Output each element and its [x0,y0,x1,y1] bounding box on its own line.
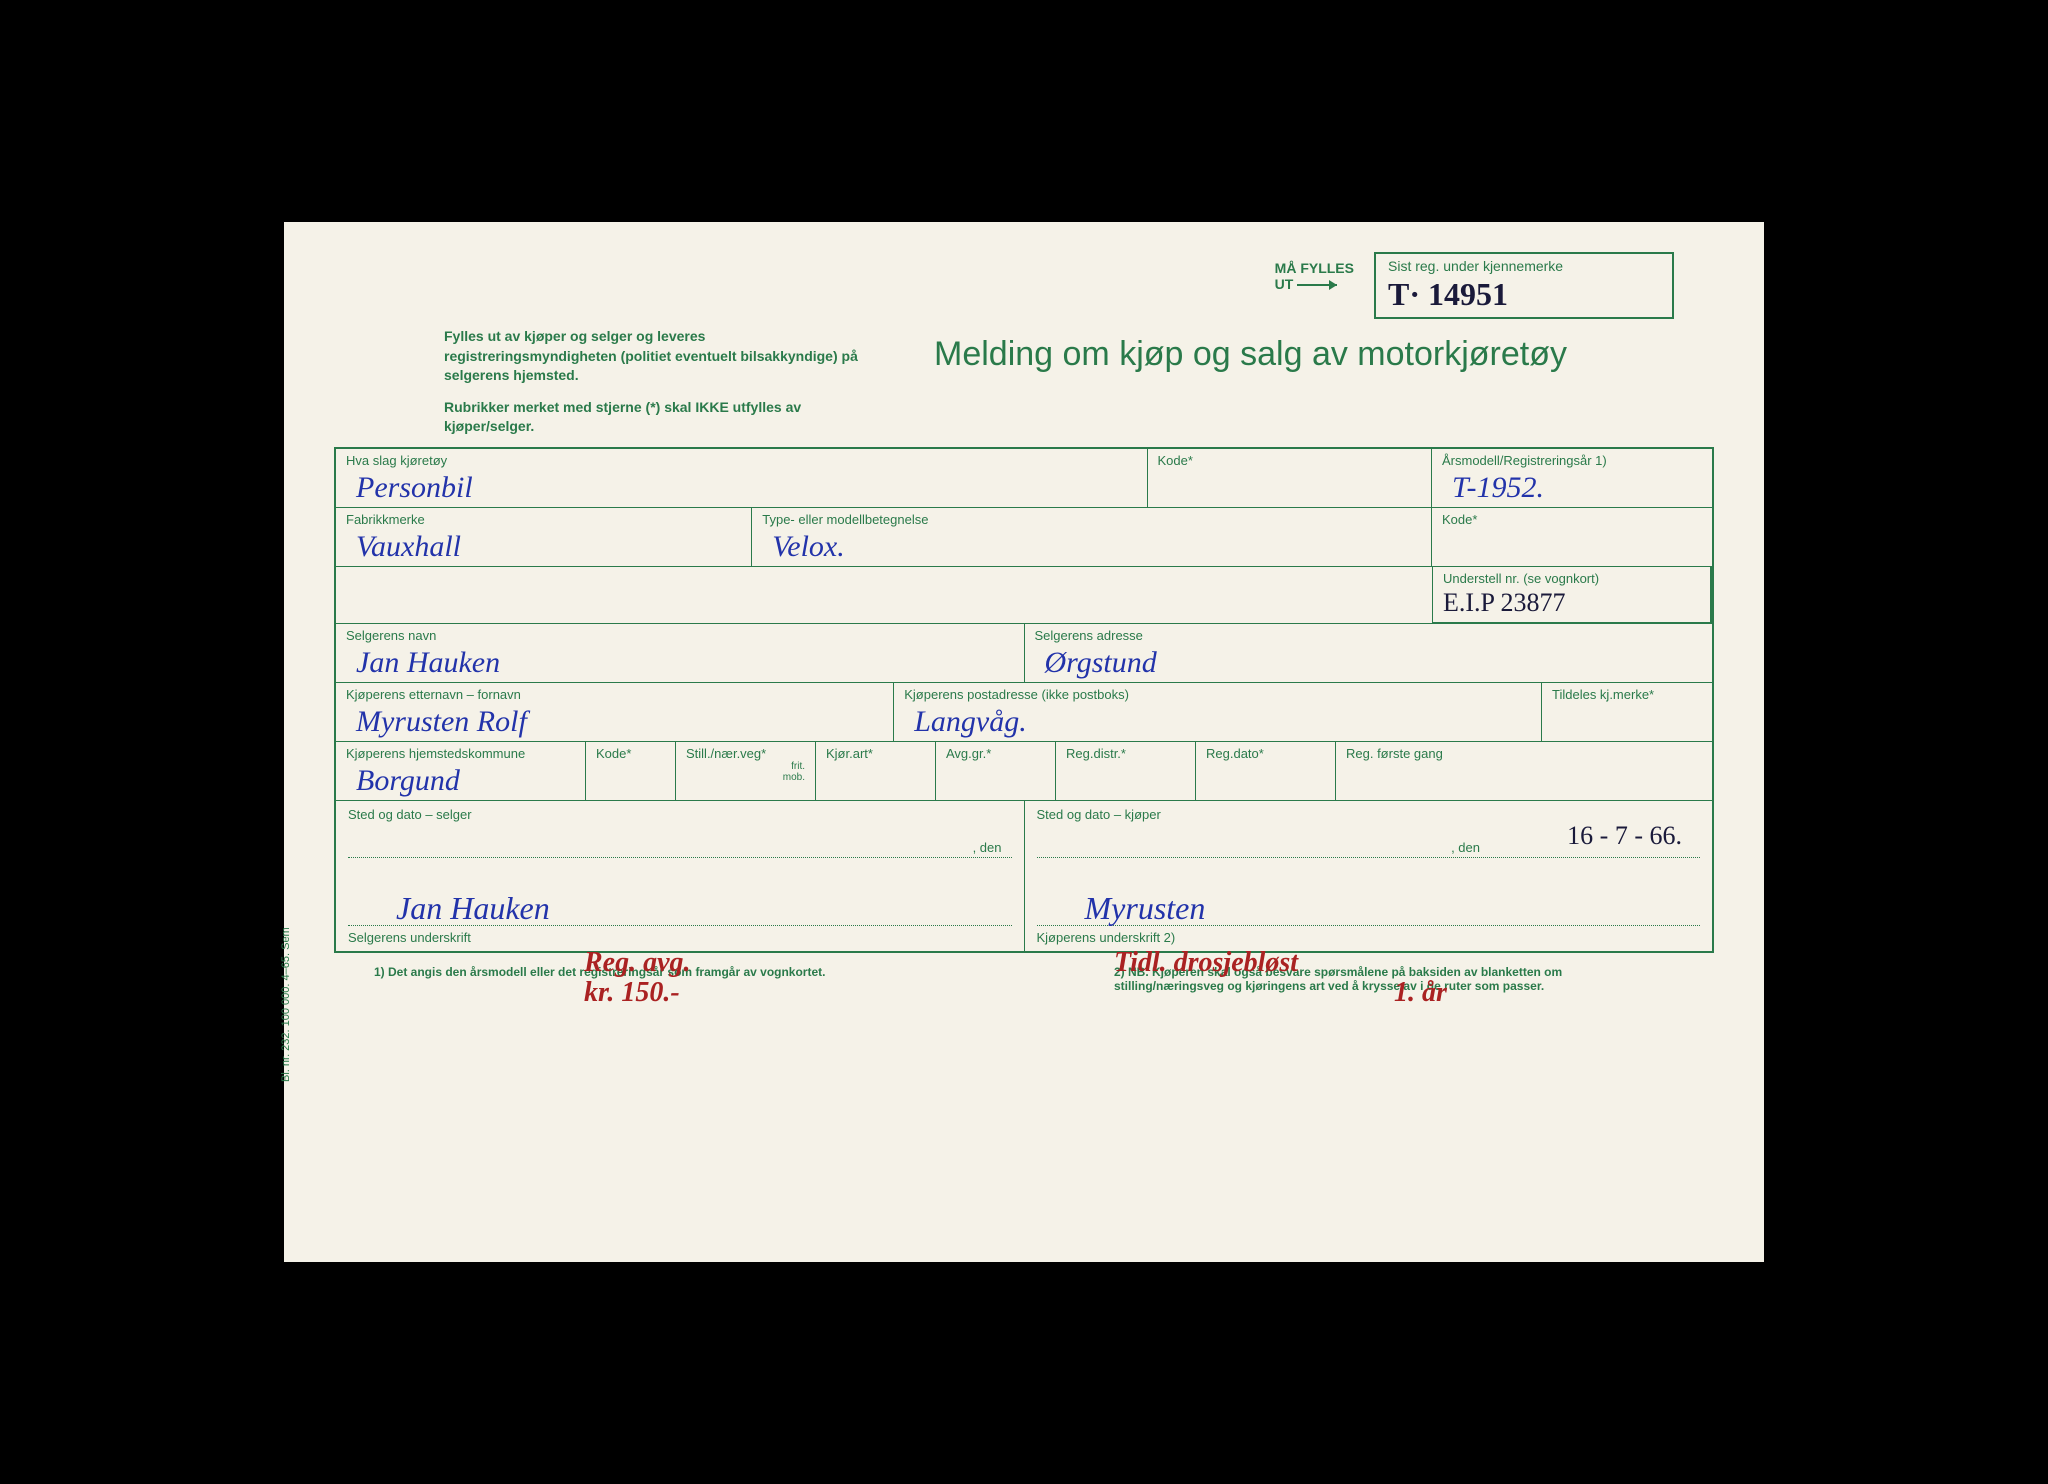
regbox-value: T· 14951 [1388,276,1508,312]
value-seller-addr: Ørgstund [1045,646,1157,680]
cell-year: Årsmodell/Registreringsår 1) T-1952. [1432,449,1712,507]
label-regdistr: Reg.distr.* [1066,746,1185,761]
value-model: Velox. [772,530,844,564]
row-dates: Sted og dato – selger , den Sted og dato… [336,801,1712,881]
label-kode3: Kode* [596,746,665,761]
cell-regdato: Reg.dato* [1196,742,1336,800]
label-chassis: Understell nr. (se vognkort) [1443,571,1700,586]
form-table: Hva slag kjøretøy Personbil Kode* Årsmod… [334,447,1714,953]
cell-regdistr: Reg.distr.* [1056,742,1196,800]
cell-kjorart: Kjør.art* [816,742,936,800]
ma-fylles-text: MÅ FYLLES [1275,260,1354,276]
label-buyer-sig: Kjøperens underskrift 2) [1037,930,1701,945]
row-signatures: Jan Hauken Selgerens underskrift Myruste… [336,881,1712,951]
cell-model: Type- eller modellbetegnelse Velox. [752,508,1432,566]
label-year: Årsmodell/Registreringsår 1) [1442,453,1702,468]
cell-buyer-addr: Kjøperens postadresse (ikke postboks) La… [894,683,1542,741]
cell-buyer-date: Sted og dato – kjøper 16 - 7 - 66. , den [1025,801,1713,881]
value-chassis: E.I.P 23877 [1443,588,1566,618]
instruction-1: Fylles ut av kjøper og selger og leveres… [444,327,874,386]
label-frit: frit. [686,761,805,772]
row-buyer: Kjøperens etternavn – fornavn Myrusten R… [336,683,1712,742]
label-avggr: Avg.gr.* [946,746,1045,761]
label-kjorart: Kjør.art* [826,746,925,761]
regbox-label: Sist reg. under kjennemerke [1388,258,1563,274]
side-print-info: Bl. nr. 232. 100 000. 4–65. Sem [280,927,292,1082]
cell-make: Fabrikkmerke Vauxhall [336,508,752,566]
cell-buyer-sig: Myrusten Kjøperens underskrift 2) [1025,881,1713,951]
cell-buyer-name: Kjøperens etternavn – fornavn Myrusten R… [336,683,894,741]
footnotes: 1) Det angis den årsmodell eller det reg… [334,965,1714,993]
red-note-4: 1. år [1394,977,1447,1009]
label-buyer-addr: Kjøperens postadresse (ikke postboks) [904,687,1531,702]
instruction-2: Rubrikker merket med stjerne (*) skal IK… [444,398,874,437]
row-vehicle-type: Hva slag kjøretøy Personbil Kode* Årsmod… [336,449,1712,508]
row-chassis: Understell nr. (se vognkort) E.I.P 23877 [336,567,1712,623]
label-make: Fabrikkmerke [346,512,741,527]
label-kommune: Kjøperens hjemstedskommune [346,746,575,761]
cell-seller-date: Sted og dato – selger , den [336,801,1025,881]
cell-kode3: Kode* [586,742,676,800]
header: MÅ FYLLES UT Sist reg. under kjennemerke… [334,252,1714,432]
cell-vehicle-type: Hva slag kjøretøy Personbil [336,449,1148,507]
chassis-spacer [336,567,1432,623]
value-buyer-addr: Langvåg. [914,705,1027,739]
label-seller-addr: Selgerens adresse [1035,628,1703,643]
label-seller-name: Selgerens navn [346,628,1014,643]
label-vehicle-type: Hva slag kjøretøy [346,453,1137,468]
label-mob: mob. [686,772,805,783]
document-page: Bl. nr. 232. 100 000. 4–65. Sem MÅ FYLLE… [284,222,1764,1262]
seller-date-line: , den [348,857,1012,858]
value-seller-name: Jan Hauken [356,646,500,680]
document-title: Melding om kjøp og salg av motorkjøretøy [934,332,1567,376]
label-kode2: Kode* [1442,512,1702,527]
cell-kommune: Kjøperens hjemstedskommune Borgund [336,742,586,800]
cell-tildeles: Tildeles kj.merke* [1542,683,1712,741]
label-kode1: Kode* [1158,453,1422,468]
label-regdato: Reg.dato* [1206,746,1325,761]
ma-fylles-label: MÅ FYLLES UT [1275,260,1354,292]
label-buyer-date: Sted og dato – kjøper [1037,807,1701,822]
registration-box: Sist reg. under kjennemerke T· 14951 [1374,252,1674,319]
label-tildeles: Tildeles kj.merke* [1552,687,1702,702]
cell-kode1: Kode* [1148,449,1433,507]
cell-kode2: Kode* [1432,508,1712,566]
instructions: Fylles ut av kjøper og selger og leveres… [444,327,874,449]
seller-signature: Jan Hauken [396,890,550,927]
value-kommune: Borgund [356,764,460,798]
cell-chassis: Understell nr. (se vognkort) E.I.P 23877 [1432,567,1712,623]
label-regforste: Reg. første gang [1346,746,1702,761]
ut-text: UT [1275,276,1294,292]
label-buyer-name: Kjøperens etternavn – fornavn [346,687,883,702]
red-note-1: Reg. avg. [584,947,691,979]
cell-seller-sig: Jan Hauken Selgerens underskrift [336,881,1025,951]
value-year: T-1952. [1452,471,1544,505]
red-note-2: kr. 150.- [584,977,680,1009]
row-kommune: Kjøperens hjemstedskommune Borgund Kode*… [336,742,1712,801]
buyer-signature: Myrusten [1085,890,1206,927]
arrow-icon [1297,284,1337,286]
seller-den: , den [973,840,1002,855]
buyer-date-value: 16 - 7 - 66. [1567,821,1682,851]
value-make: Vauxhall [356,530,461,564]
cell-avggr: Avg.gr.* [936,742,1056,800]
cell-still: Still./nær.veg* frit. mob. [676,742,816,800]
row-seller: Selgerens navn Jan Hauken Selgerens adre… [336,623,1712,683]
buyer-den: , den [1451,840,1480,855]
buyer-date-line: , den [1037,857,1701,858]
cell-seller-name: Selgerens navn Jan Hauken [336,624,1025,682]
row-make: Fabrikkmerke Vauxhall Type- eller modell… [336,508,1712,567]
label-still: Still./nær.veg* [686,746,805,761]
label-model: Type- eller modellbetegnelse [762,512,1421,527]
cell-seller-addr: Selgerens adresse Ørgstund [1025,624,1713,682]
value-buyer-name: Myrusten Rolf [356,705,527,739]
value-vehicle-type: Personbil [356,471,473,505]
label-seller-date: Sted og dato – selger [348,807,1012,822]
red-note-3: Tidl. drosjebløst [1114,947,1298,979]
label-seller-sig: Selgerens underskrift [348,930,1012,945]
cell-regforste: Reg. første gang [1336,742,1712,800]
